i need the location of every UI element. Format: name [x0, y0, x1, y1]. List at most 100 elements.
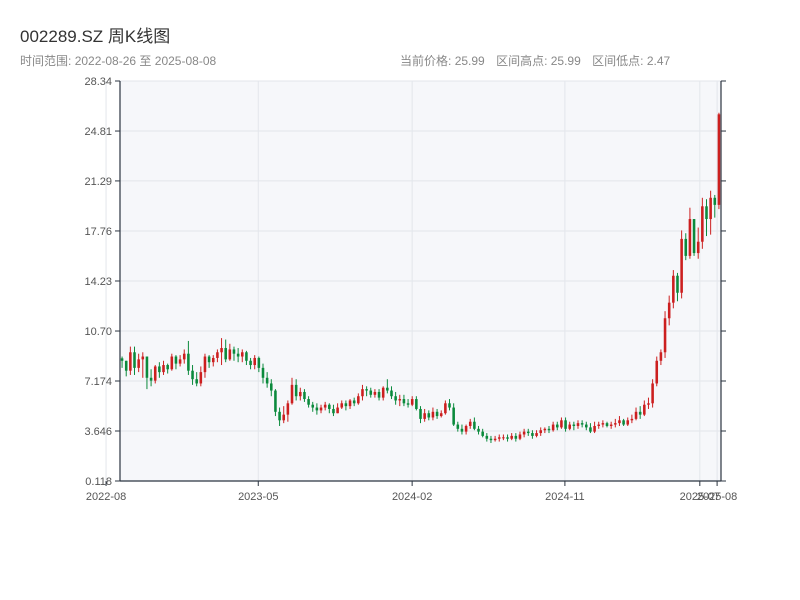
- candle-body-up: [560, 420, 563, 428]
- candle-body-up: [444, 403, 447, 414]
- candle-body-up: [162, 365, 165, 373]
- range-start: 2022-08-26: [74, 54, 137, 68]
- candle-body-down: [261, 367, 265, 378]
- candle-body-down: [232, 349, 236, 354]
- candle-body-up: [398, 399, 402, 401]
- y-tick-label: 28.34: [84, 76, 112, 88]
- candle-body-down: [477, 428, 480, 432]
- candle-body-down: [489, 438, 493, 441]
- candle-body-down: [555, 424, 559, 428]
- candle-body-down: [452, 407, 455, 425]
- candle-body-down: [344, 403, 348, 407]
- candle-body-up: [170, 356, 174, 370]
- candle-body-down: [195, 379, 198, 384]
- candle-body-down: [133, 352, 136, 368]
- candle-body-up: [199, 372, 203, 384]
- y-tick-label: 14.23: [84, 276, 112, 288]
- candle-body-down: [294, 384, 298, 397]
- candle-body-down: [402, 399, 406, 404]
- candle-body-down: [191, 370, 194, 380]
- candle-body-up: [522, 431, 526, 435]
- candle-body-down: [473, 421, 476, 429]
- candle-body-up: [282, 414, 286, 421]
- candle-body-down: [485, 435, 489, 439]
- x-tick-label: 2022-08: [86, 491, 126, 503]
- candle-body-up: [410, 399, 414, 405]
- candle-body-up: [717, 114, 721, 205]
- candle-body-down: [419, 408, 422, 419]
- x-tick-label: 2023-05: [238, 491, 278, 503]
- candle-body-up: [178, 359, 182, 364]
- y-tick-label: 24.81: [84, 126, 112, 138]
- candle-body-down: [386, 387, 389, 391]
- candle-body-up: [597, 424, 601, 426]
- candle-body-down: [311, 404, 315, 408]
- candle-body-up: [439, 413, 443, 417]
- candle-body-down: [684, 238, 688, 256]
- candle-body-down: [149, 377, 153, 381]
- candle-body-down: [332, 408, 335, 414]
- candle-body-down: [166, 365, 169, 370]
- candle-body-down: [572, 424, 576, 426]
- y-tick-label: 21.29: [84, 176, 112, 188]
- candle-body-down: [257, 357, 261, 368]
- candle-body-down: [265, 377, 269, 384]
- candle-body-up: [609, 424, 613, 426]
- range-sep: 至: [139, 54, 152, 68]
- candle-body-up: [319, 407, 323, 411]
- candle-body-down: [365, 389, 368, 391]
- candle-body-down: [224, 348, 227, 360]
- candle-body-down: [448, 403, 451, 408]
- candle-body-down: [236, 353, 240, 357]
- candle-body-up: [464, 425, 468, 432]
- candle-body-up: [336, 407, 339, 414]
- candle-body-up: [518, 434, 522, 439]
- y-tick-label: 17.76: [84, 226, 112, 238]
- range-end: 2025-08-08: [154, 54, 217, 68]
- axes: 0.118 3.646 7.174 10.70 14.23 17.76 21.29 24.81…: [84, 76, 737, 503]
- candle-body-up: [153, 366, 157, 381]
- candle-body-up: [211, 357, 215, 363]
- range-low-value: 2.47: [646, 54, 671, 68]
- candle-body-up: [535, 433, 538, 436]
- x-tick-label: 2025-07: [680, 491, 720, 503]
- candle-body-up: [651, 383, 654, 404]
- x-tick-label: 2024-11: [545, 491, 585, 503]
- candle-body-down: [377, 391, 381, 398]
- candle-body-down: [427, 413, 431, 418]
- candle-body-up: [493, 438, 497, 441]
- candle-body-up: [381, 387, 385, 398]
- candle-body-up: [688, 219, 692, 256]
- candle-body-up: [626, 420, 630, 425]
- candle-body-down: [564, 420, 567, 429]
- candle-body-down: [514, 435, 518, 439]
- candle-body-up: [543, 428, 547, 431]
- current-price-label: 当前价格:: [400, 54, 452, 68]
- candle-body-up: [286, 403, 290, 415]
- y-tick-label: 10.70: [84, 326, 112, 338]
- candle-body-up: [655, 360, 659, 384]
- candle-body-down: [394, 396, 397, 401]
- candle-body-up: [497, 437, 501, 439]
- candle-body-down: [187, 353, 190, 371]
- candle-body-down: [526, 431, 530, 434]
- candle-body-up: [431, 411, 435, 418]
- candle-body-down: [415, 399, 418, 409]
- time-range: 时间范围: 2022-08-26 至 2025-08-08: [20, 52, 216, 69]
- candle-body-down: [589, 427, 592, 432]
- candle-body-up: [576, 423, 580, 426]
- candle-body-up: [614, 423, 617, 425]
- candle-body-down: [303, 391, 306, 400]
- candle-body-up: [468, 421, 472, 426]
- candle-body-up: [423, 413, 426, 419]
- candle-body-up: [216, 352, 219, 358]
- candle-body-up: [701, 206, 704, 242]
- candle-body-up: [228, 349, 232, 360]
- candle-body-up: [502, 437, 505, 439]
- candle-body-down: [207, 356, 211, 363]
- candle-body-up: [141, 356, 145, 360]
- candle-body-up: [510, 435, 513, 439]
- x-tick-label: 2025-08: [697, 491, 737, 503]
- candle-body-up: [634, 411, 638, 419]
